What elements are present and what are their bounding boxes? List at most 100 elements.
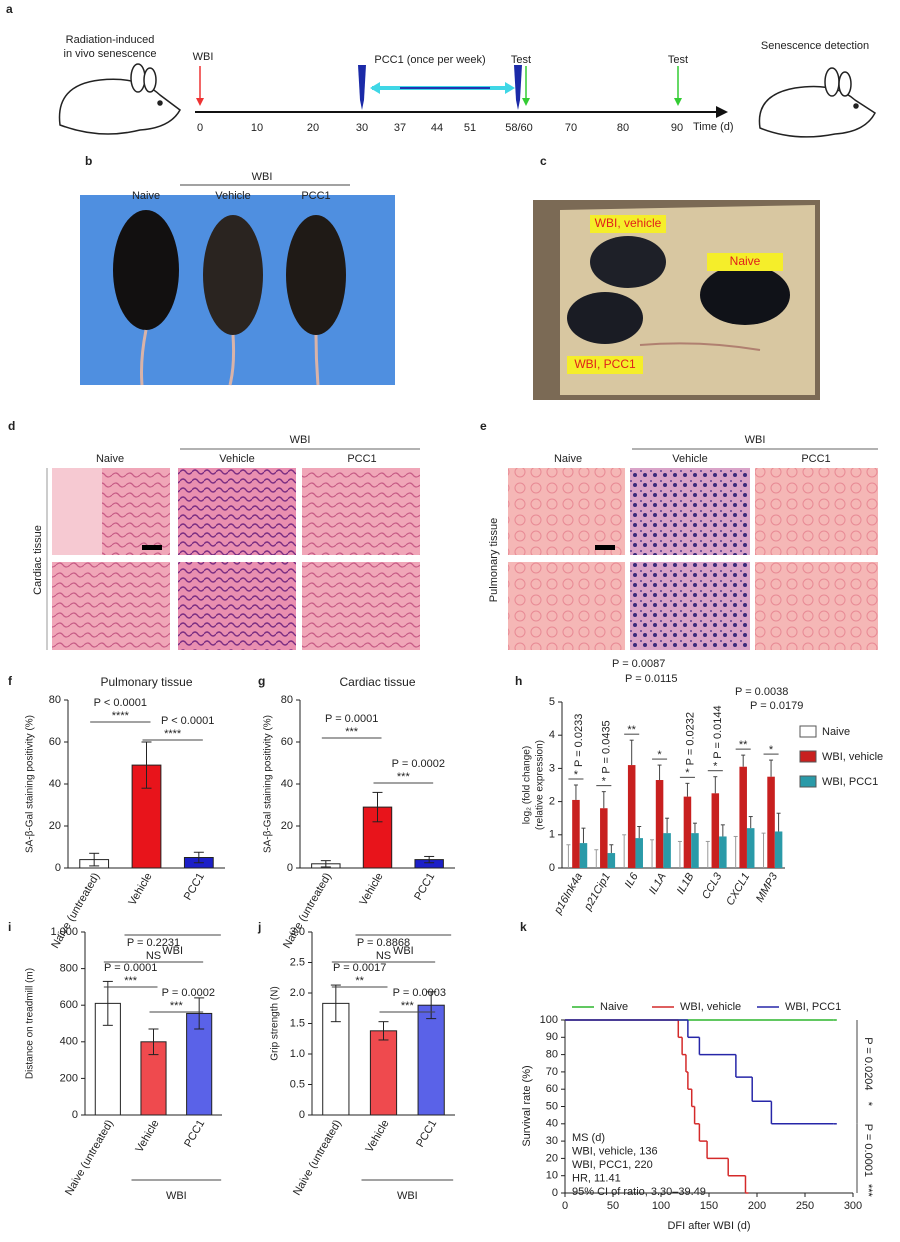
bar — [417, 1004, 445, 1116]
label-box — [567, 356, 643, 374]
y-tick-label: 40 — [281, 778, 293, 790]
chart-title: Cardiac tissue — [339, 675, 415, 689]
comparison-sig: **** — [112, 710, 130, 722]
comparison-p: P = 0.0204 — [862, 1037, 874, 1090]
annotation: MS (d) — [572, 1132, 605, 1144]
y-axis-label: Survival rate (%) — [521, 1065, 533, 1146]
y-tick-label: 10 — [546, 1170, 558, 1182]
comparison-p: P = 0.0233 — [573, 714, 585, 767]
histology-e — [508, 468, 878, 650]
mouse-left — [58, 63, 181, 135]
y-tick-label: 2 — [549, 796, 555, 808]
bar — [691, 833, 699, 868]
tissue-label: Cardiac tissue — [32, 525, 44, 595]
legend-label: WBI, PCC1 — [822, 776, 878, 788]
photo-label: PCC1 — [301, 190, 330, 202]
y-tick-label: 0 — [549, 862, 555, 874]
comparison-p: P = 0.0001 — [862, 1124, 874, 1177]
comparison-p: P = 0.8868 — [357, 937, 410, 949]
mouse-right — [758, 67, 876, 138]
timeline-axis-label: Time (d) — [693, 121, 734, 133]
bar — [579, 843, 588, 868]
legend-label: Naive — [600, 1001, 628, 1013]
comparison-sig: ** — [355, 975, 364, 987]
y-tick-label: 3 — [549, 762, 555, 774]
comparison-sig: *** — [862, 1184, 874, 1198]
photo-label: WBI, vehicle — [595, 216, 662, 230]
y-axis-label: log₂ (fold change) — [522, 746, 533, 824]
y-tick-label: 60 — [281, 736, 293, 748]
comparison-p: P = 0.0435 — [601, 720, 613, 773]
bar — [186, 1012, 213, 1116]
column-label: Naive — [554, 453, 582, 465]
x-tick-label: 50 — [607, 1200, 619, 1212]
comparison-sig: * — [685, 767, 690, 779]
y-tick-label: 20 — [281, 820, 293, 832]
y-tick-label: 0.5 — [290, 1078, 305, 1090]
panel-label: a — [6, 2, 13, 16]
comparison-sig: * — [862, 1102, 874, 1107]
x-tick-label: Naive (untreated) — [63, 1118, 116, 1198]
y-tick-label: 80 — [281, 694, 293, 706]
tissue-label: Pulmonary tissue — [488, 518, 500, 602]
y-tick-label: 1.5 — [290, 1017, 305, 1029]
bar — [719, 836, 727, 868]
x-tick-label: CCL3 — [700, 870, 725, 901]
annotation: WBI, vehicle, 136 — [572, 1145, 658, 1157]
bar — [767, 776, 775, 868]
photo-label: Naive — [132, 190, 160, 202]
y-tick-label: 60 — [546, 1083, 558, 1095]
x-tick-label: MMP3 — [754, 870, 781, 904]
legend-label: Naive — [822, 726, 850, 738]
x-tick-label: 250 — [796, 1200, 814, 1212]
x-tick-label: PCC1 — [412, 871, 437, 902]
timeline-tick: 44 — [431, 122, 443, 134]
comparison-p: P = 0.2231 — [127, 937, 180, 949]
timeline-tick: 37 — [394, 122, 406, 134]
x-tick-label: Vehicle — [363, 1118, 391, 1155]
panel-label: c — [540, 154, 547, 168]
timeline-title: in vivo senescence — [64, 48, 157, 60]
comparison-sig: ** — [627, 724, 636, 736]
comparison-p: P = 0.0115 — [625, 673, 678, 685]
x-tick-label: 100 — [652, 1200, 670, 1212]
y-tick-label: 200 — [60, 1072, 78, 1084]
y-tick-label: 80 — [546, 1049, 558, 1061]
panel-label: f — [8, 674, 13, 688]
legend-swatch — [799, 725, 817, 738]
group-label: WBI — [290, 434, 311, 446]
timeline-event: WBI — [193, 51, 214, 63]
comparison-sig: *** — [124, 975, 138, 987]
x-tick-label: IL6 — [623, 870, 641, 890]
comparison-sig: **** — [164, 728, 182, 740]
y-tick-label: 0 — [299, 1109, 305, 1121]
panel-label: e — [480, 419, 487, 433]
x-tick-label: IL1B — [675, 871, 697, 897]
panel-label: i — [8, 920, 11, 934]
column-label: Vehicle — [219, 453, 254, 465]
comparison-sig: * — [602, 776, 607, 788]
y-tick-label: 70 — [546, 1066, 558, 1078]
annotation: 95% CI of ratio, 3.30–39.49 — [572, 1186, 706, 1198]
timeline-end-label: Senescence detection — [761, 40, 869, 52]
column-label: PCC1 — [347, 453, 376, 465]
bar — [711, 793, 720, 868]
comparison-p: P < 0.0001 — [161, 715, 214, 727]
panel-label: b — [85, 154, 92, 168]
y-tick-label: 0 — [55, 862, 61, 874]
legend-swatch — [799, 750, 817, 763]
x-tick-label: CXCL1 — [724, 871, 752, 908]
timeline-tick: 20 — [307, 122, 319, 134]
photo-label: WBI — [252, 171, 273, 183]
comparison-p: P = 0.0001 — [325, 713, 378, 725]
photo-b — [80, 195, 395, 386]
label-box — [590, 215, 666, 233]
x-tick-label: 200 — [748, 1200, 766, 1212]
legend-label: WBI, PCC1 — [785, 1001, 841, 1013]
y-tick-label: 3.0 — [290, 926, 305, 938]
comparison-p: P = 0.0087 — [612, 658, 665, 670]
legend-swatch — [799, 775, 817, 788]
y-tick-label: 40 — [546, 1118, 558, 1130]
comparison-p: P = 0.0179 — [750, 700, 803, 712]
bar — [635, 838, 643, 868]
